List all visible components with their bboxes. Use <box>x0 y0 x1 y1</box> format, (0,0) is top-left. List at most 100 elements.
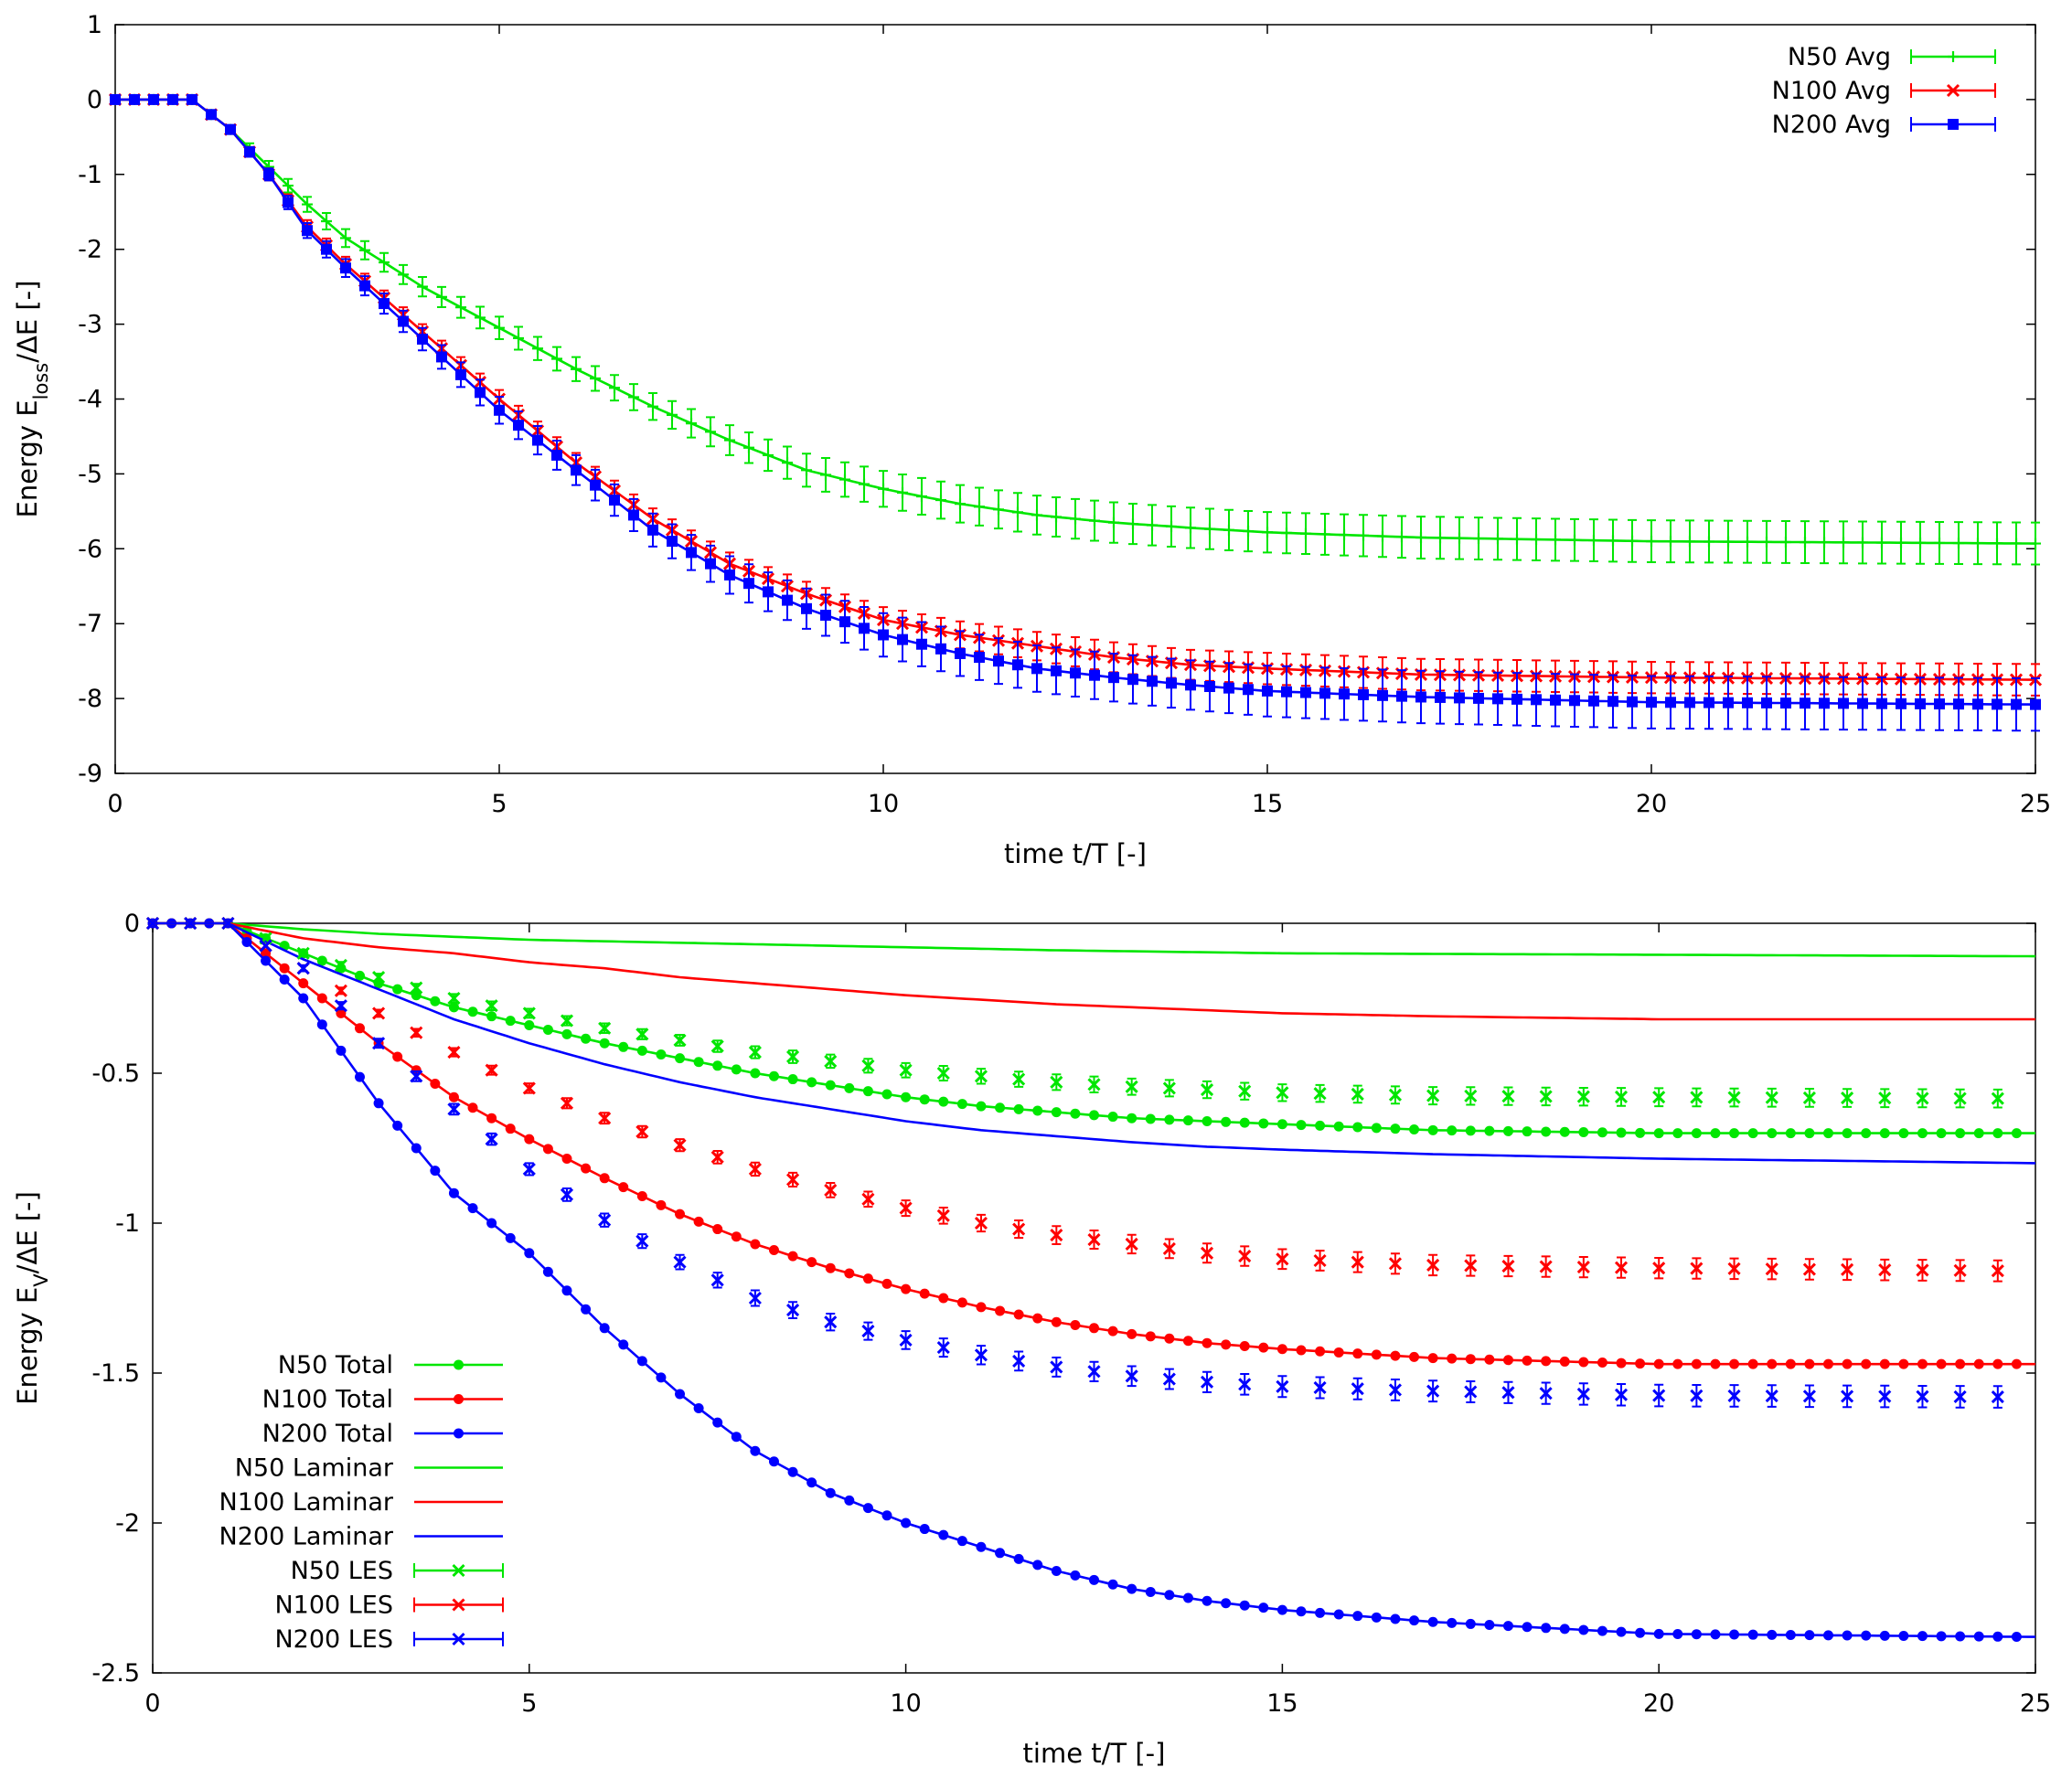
data-point <box>1842 1358 1853 1369</box>
series-n200-les <box>145 916 2004 1409</box>
data-point <box>261 955 272 966</box>
data-point <box>1276 1252 1289 1266</box>
data-point <box>1841 1091 1854 1105</box>
data-point <box>1559 1356 1570 1367</box>
data-point <box>1238 1250 1252 1263</box>
data-point <box>392 1051 403 1062</box>
data-point <box>524 1134 535 1145</box>
data-point <box>1166 677 1177 689</box>
data-point <box>1802 1390 1816 1403</box>
data-point <box>710 1273 724 1287</box>
y-tick-label: -5 <box>78 460 102 488</box>
data-point <box>785 1304 800 1317</box>
data-point <box>334 958 347 972</box>
data-point <box>447 1045 461 1060</box>
data-point <box>1315 1346 1326 1357</box>
data-point <box>878 483 889 495</box>
data-point <box>1972 698 1983 710</box>
data-point <box>1898 1630 1909 1641</box>
data-point <box>1973 1128 1984 1139</box>
legend-sample-caps <box>1910 117 1996 132</box>
data-point <box>590 372 601 384</box>
y-tick-label: -4 <box>78 386 102 414</box>
data-point <box>1616 1358 1627 1368</box>
series-line <box>115 98 2035 681</box>
data-point <box>1727 1389 1741 1402</box>
data-point <box>731 1231 742 1242</box>
data-point <box>748 1291 762 1305</box>
data-point <box>1276 1379 1289 1393</box>
data-point <box>1377 530 1388 542</box>
data-point <box>1578 1127 1589 1138</box>
data-point <box>524 1248 535 1259</box>
data-point <box>340 262 351 274</box>
data-point <box>1691 1128 1702 1139</box>
data-point <box>1125 1080 1138 1093</box>
data-point <box>1531 694 1542 706</box>
data-point <box>1396 531 1407 543</box>
data-point <box>667 409 678 421</box>
data-point <box>513 420 524 431</box>
data-point <box>542 1144 553 1155</box>
data-point <box>263 168 274 180</box>
y-tick-label: -0.5 <box>91 1060 140 1088</box>
data-point <box>881 1278 892 1289</box>
data-point <box>1185 679 1196 691</box>
data-point <box>1569 534 1580 546</box>
data-point <box>1388 1257 1403 1271</box>
data-point <box>787 1251 798 1262</box>
data-point <box>379 298 390 310</box>
data-point <box>1915 697 1926 709</box>
data-point <box>1800 537 1810 548</box>
data-point <box>1761 697 1772 708</box>
data-point <box>673 1255 687 1269</box>
data-point <box>1635 1627 1646 1638</box>
data-point <box>1588 535 1599 547</box>
x-tick-label: 25 <box>2020 1689 2051 1718</box>
data-point <box>411 990 422 1001</box>
data-point <box>1876 537 1887 548</box>
data-point <box>486 1218 497 1229</box>
data-point <box>485 1063 498 1077</box>
data-point <box>673 1138 687 1152</box>
data-point <box>1012 659 1023 671</box>
data-point <box>392 1120 403 1131</box>
data-point <box>1313 1253 1327 1268</box>
data-point <box>1051 1107 1062 1118</box>
data-point <box>844 1268 855 1279</box>
data-point <box>1823 1128 1834 1139</box>
legend-sample-caps <box>1910 49 1996 64</box>
data-point <box>2011 1358 2022 1369</box>
data-point <box>844 1082 855 1093</box>
data-point <box>1427 1124 1438 1135</box>
data-point <box>675 1053 686 1064</box>
data-point <box>1127 674 1138 686</box>
data-point <box>1262 527 1273 538</box>
data-point <box>1087 1365 1101 1379</box>
data-point <box>1684 697 1695 708</box>
data-point <box>1953 1390 1967 1403</box>
data-point <box>1992 1358 2003 1369</box>
data-point <box>1646 536 1657 548</box>
data-point <box>993 504 1004 516</box>
data-point <box>1484 1125 1495 1136</box>
data-point <box>1800 697 1810 709</box>
data-point <box>1896 697 1906 709</box>
data-point <box>1484 1354 1495 1365</box>
legend-sample-marker <box>452 1598 465 1612</box>
data-point <box>1501 1386 1515 1400</box>
data-point <box>1522 1126 1533 1137</box>
data-point <box>1616 1626 1627 1637</box>
data-point <box>1607 535 1618 547</box>
data-point <box>1473 533 1484 545</box>
data-point <box>1300 527 1311 539</box>
data-point <box>1276 1604 1287 1615</box>
data-point <box>750 1239 761 1250</box>
data-point <box>1465 1354 1476 1365</box>
data-point <box>542 1266 553 1277</box>
data-point <box>861 1325 875 1338</box>
series-n50-laminar <box>153 921 2036 958</box>
data-point <box>1200 1375 1214 1389</box>
data-point <box>1426 1089 1440 1102</box>
data-point <box>1672 1128 1683 1139</box>
